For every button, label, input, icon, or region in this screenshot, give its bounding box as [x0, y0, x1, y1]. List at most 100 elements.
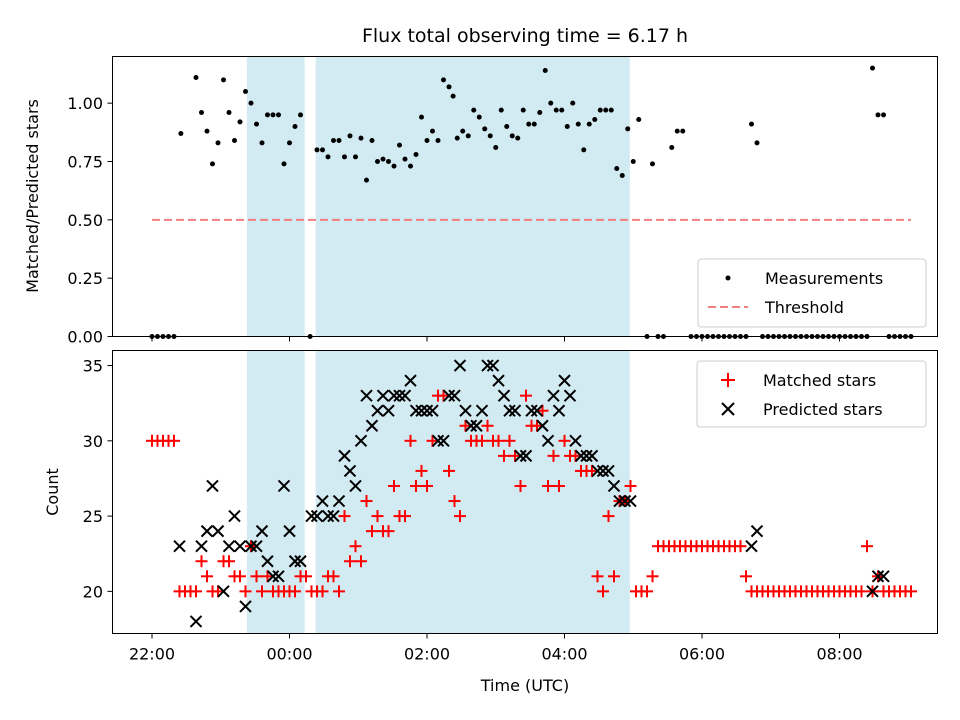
matched-stars-point	[239, 585, 252, 598]
bottom-y-tick-label: 20	[83, 582, 103, 601]
measurements-point	[471, 107, 477, 113]
predicted-stars-point	[486, 359, 500, 372]
predicted-stars-point	[437, 434, 450, 448]
x-tick-label: 02:00	[404, 645, 450, 664]
predicted-stars-point	[431, 434, 445, 448]
measurements-point	[881, 112, 886, 118]
measurements-point	[749, 121, 754, 127]
predicted-stars-point	[173, 539, 186, 553]
measurements-point	[259, 140, 265, 146]
predicted-stars-point	[189, 615, 203, 628]
measurements-point	[454, 135, 460, 141]
measurements-point	[215, 140, 221, 146]
measurements-point	[347, 133, 353, 139]
matched-stars-point	[476, 434, 488, 447]
predicted-stars-point	[596, 464, 610, 478]
measurements-point	[526, 121, 532, 127]
predicted-stars-point	[404, 374, 417, 387]
predicted-stars-point	[261, 555, 274, 568]
measurements-point	[358, 135, 364, 141]
predicted-stars-point	[250, 539, 263, 553]
measurements-point	[498, 107, 504, 113]
predicted-stars-point	[607, 479, 621, 493]
matched-stars-point	[371, 510, 384, 523]
top-y-tick-label: 0.25	[67, 269, 103, 288]
predicted-stars-point	[624, 494, 637, 508]
measurements-point	[650, 161, 655, 167]
measurements-point	[460, 128, 466, 134]
measurements-point	[265, 112, 270, 118]
predicted-stars-point	[195, 539, 208, 553]
top-observing-intervals	[246, 56, 630, 337]
predicted-stars-point	[508, 404, 522, 417]
measurements-point	[342, 154, 347, 160]
matched-stars-point	[426, 434, 439, 447]
top-y-axis-label: Matched/Predicted stars	[23, 99, 42, 293]
measurements-point	[287, 140, 292, 146]
predicted-stars-point	[272, 570, 285, 583]
matched-stars-point	[498, 449, 510, 462]
matched-stars-point	[514, 479, 527, 492]
predicted-stars-point	[376, 389, 390, 402]
predicted-stars-point	[239, 600, 252, 613]
matched-stars-point	[602, 510, 615, 523]
measurements-point	[178, 131, 184, 136]
matched-stars-point	[360, 495, 373, 508]
matched-stars-point	[300, 570, 312, 583]
measurements-point	[408, 163, 413, 169]
predicted-stars-point	[206, 479, 219, 493]
matched-stars-point	[569, 449, 582, 462]
measurements-point	[603, 107, 609, 113]
predicted-stars-point	[552, 404, 566, 417]
measurements-point	[210, 161, 215, 167]
measurements-point	[537, 110, 543, 115]
predicted-stars-point	[338, 449, 351, 463]
measurements-point	[581, 147, 587, 153]
x-axis-label: Time (UTC)	[480, 676, 569, 695]
measurements-point	[435, 138, 441, 143]
measurements-point	[325, 154, 331, 160]
measurements-point	[221, 77, 226, 83]
measurements-point	[754, 140, 760, 146]
predicted-stars-point	[294, 555, 307, 568]
matched-stars-point	[553, 479, 565, 492]
matched-stars-point	[399, 510, 411, 523]
predicted-stars-point	[211, 524, 225, 538]
predicted-stars-point	[871, 570, 885, 583]
matched-stars-point	[558, 434, 571, 447]
measurements-point	[482, 126, 488, 132]
predicted-stars-point	[415, 404, 428, 417]
matched-stars-point	[503, 434, 516, 447]
predicted-stars-point	[222, 539, 236, 553]
predicted-stars-point	[536, 419, 549, 432]
predicted-stars-point	[530, 404, 544, 417]
matched-stars-point	[591, 570, 604, 583]
predicted-stars-point	[310, 509, 324, 523]
measurements-point	[375, 159, 380, 164]
bottom-y-axis-label: Count	[43, 468, 62, 516]
predicted-stars-point	[228, 509, 241, 523]
matched-stars-point	[646, 570, 659, 583]
predicted-stars-point	[519, 449, 533, 463]
x-tick-label: 00:00	[266, 645, 312, 664]
measurements-point	[559, 107, 565, 113]
measurements-point	[369, 138, 375, 143]
matched-stars-point	[531, 419, 543, 432]
top-shaded-interval-1	[315, 56, 630, 337]
matched-stars-point	[338, 510, 351, 523]
x-tick-label: 04:00	[541, 645, 587, 664]
matched-stars-point	[861, 540, 873, 553]
predicted-stars-point	[492, 374, 505, 387]
predicted-stars-point	[618, 494, 632, 508]
predicted-legend-marker	[721, 402, 735, 416]
matched-stars-point	[448, 495, 461, 508]
measurements-point	[520, 107, 526, 113]
predicted-stars-point	[750, 524, 764, 538]
measurements-point	[680, 128, 686, 134]
predicted-stars-point	[371, 404, 384, 417]
predicted-stars-point	[459, 404, 472, 417]
predicted-stars-point	[255, 524, 269, 538]
matched-stars-point	[355, 555, 367, 568]
predicted-stars-point	[349, 479, 362, 493]
measurements-point	[674, 128, 680, 134]
